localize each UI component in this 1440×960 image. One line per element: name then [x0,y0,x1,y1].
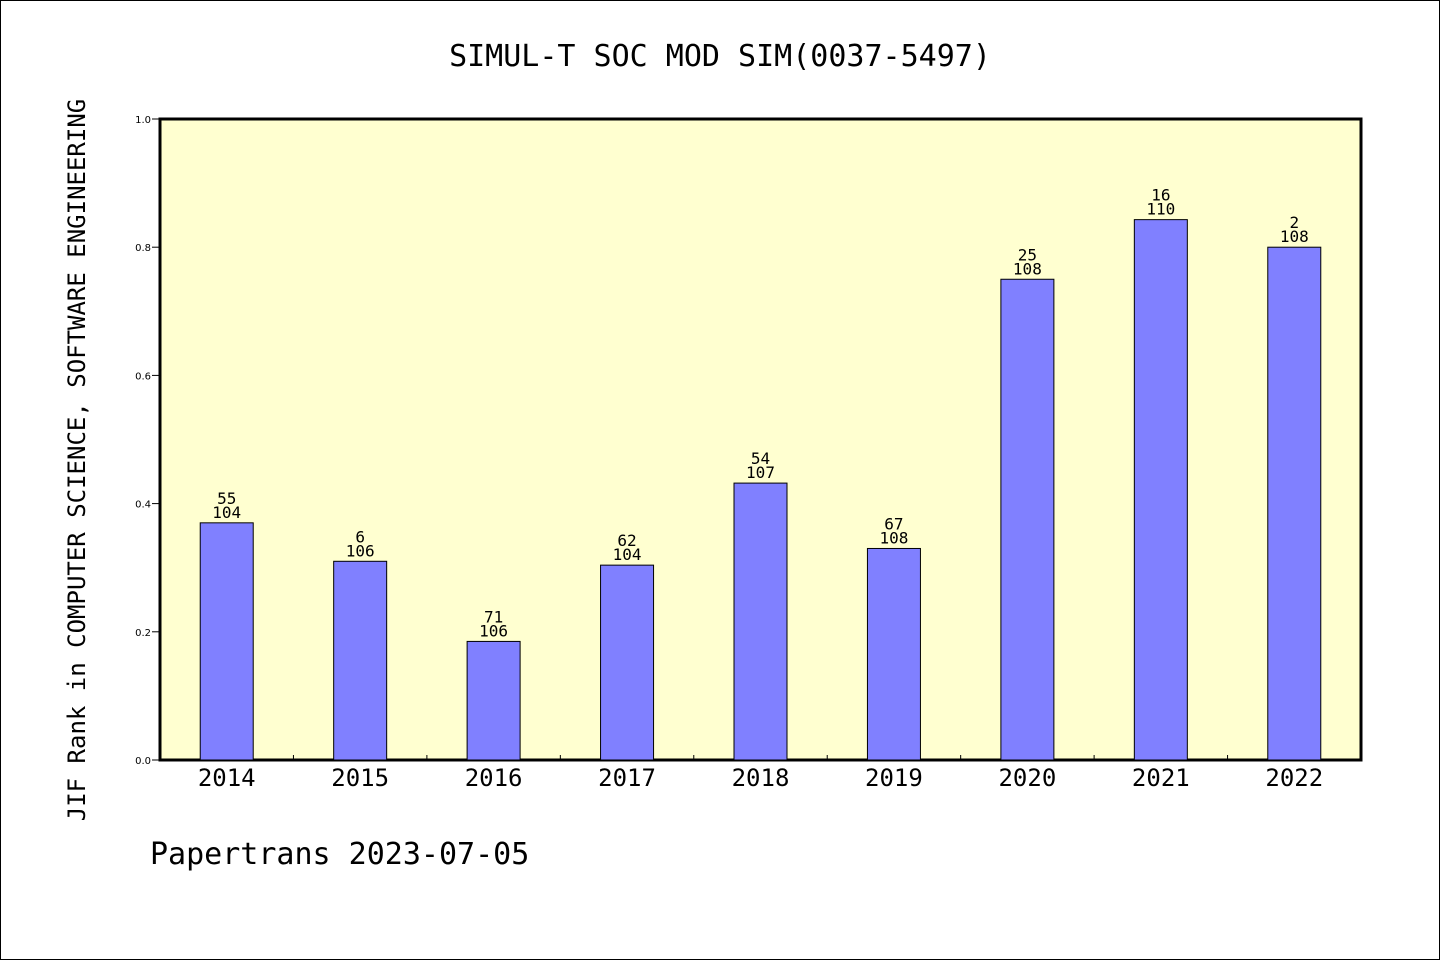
y-axis-label: JIF Rank in COMPUTER SCIENCE, SOFTWARE E… [63,99,91,821]
x-tick-label-2016: 2016 [465,764,523,792]
bar-2014 [199,522,254,761]
bars-group [199,219,1322,761]
x-tick-label-2022: 2022 [1265,764,1323,792]
chart-title: SIMUL-T SOC MOD SIM(0037-5497) [449,39,991,74]
y-axis: 0.0 0.2 0.4 0.6 0.8 1.0 [135,115,160,767]
x-tick-label-2018: 2018 [732,764,790,792]
bar-2015 [333,560,388,761]
bar-2020 [1000,278,1055,761]
bar-2022 [1267,246,1322,761]
y-tick-label: 1.0 [135,115,151,126]
bar-2016 [466,640,521,761]
bar-label-total-2014: 104 [212,503,241,522]
y-tick-label: 0.4 [135,500,151,511]
bar-label-total-2022: 108 [1280,227,1309,246]
bar-2017 [600,564,655,761]
bar-label-total-2021: 110 [1146,200,1175,219]
bar-label-total-2019: 108 [879,528,908,547]
x-tick-label-2014: 2014 [198,764,256,792]
bar-2019 [866,547,921,761]
bar-label-rank-2020: 25 [1018,245,1037,264]
x-tick-label-2017: 2017 [598,764,656,792]
bar-label-rank-2022: 2 [1289,213,1299,232]
bar-2018 [733,482,788,761]
y-tick-label: 0.8 [135,243,151,254]
bar-label-total-2015: 106 [346,541,375,560]
y-tick-label: 0.2 [135,628,151,639]
bar-label-rank-2018: 54 [751,449,770,468]
x-axis: 2014 2015 2016 2017 2018 2019 2020 2021 2022 [198,755,1323,792]
footer-credit: Papertrans 2023-07-05 [150,837,529,872]
bar-label-total-2020: 108 [1013,259,1042,278]
bar-2021 [1133,219,1188,761]
x-tick-label-2020: 2020 [998,764,1056,792]
y-tick-label: 0.0 [135,756,151,767]
y-tick-label: 0.6 [135,371,151,382]
bar-label-total-2018: 107 [746,463,775,482]
bar-label-rank-2021: 16 [1151,186,1170,205]
bar-label-rank-2017: 62 [617,531,636,550]
bar-label-rank-2014: 55 [217,489,236,508]
x-tick-label-2021: 2021 [1132,764,1190,792]
bar-label-total-2017: 104 [613,545,642,564]
bar-label-rank-2015: 6 [355,527,365,546]
bar-label-total-2016: 106 [479,621,508,640]
bar-labels-group: 5510461067110662104541076710825108161102… [212,186,1308,641]
x-tick-label-2015: 2015 [331,764,389,792]
bar-label-rank-2019: 67 [884,514,903,533]
bar-label-rank-2016: 71 [484,607,503,626]
x-tick-label-2019: 2019 [865,764,923,792]
